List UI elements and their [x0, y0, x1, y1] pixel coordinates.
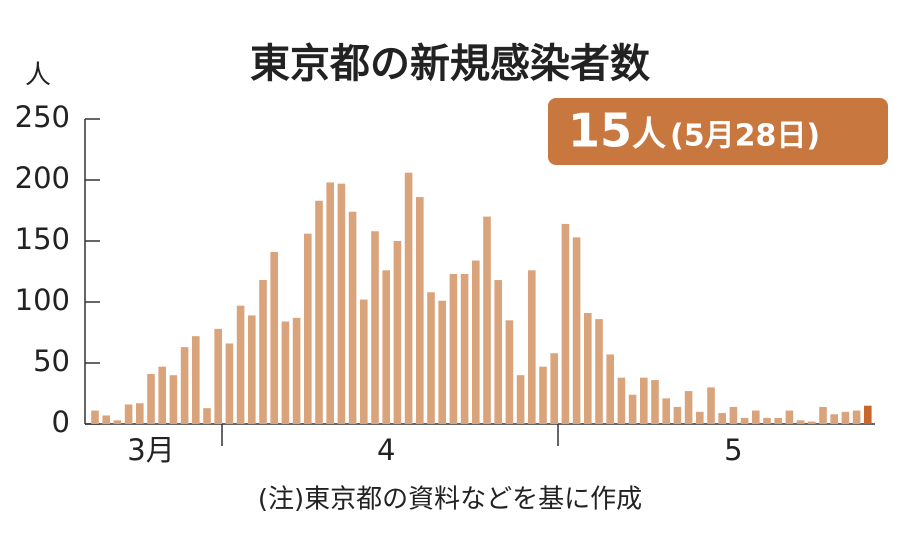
- bar: [505, 320, 514, 424]
- bar: [315, 200, 323, 424]
- bar: [416, 197, 424, 424]
- bar: [404, 172, 413, 424]
- bar: [628, 394, 637, 424]
- bar: [763, 417, 771, 424]
- bar: [796, 420, 805, 424]
- bar: [808, 421, 816, 424]
- bar: [192, 336, 200, 424]
- bar: [371, 231, 379, 424]
- bar: [449, 273, 458, 424]
- badge-box: [548, 98, 888, 165]
- badge-value: 15: [568, 104, 632, 158]
- bar: [136, 403, 144, 424]
- bar: [595, 319, 603, 424]
- bar: [673, 406, 682, 424]
- bar: [707, 387, 715, 424]
- y-tick-label: 150: [15, 222, 70, 256]
- bar: [91, 410, 99, 424]
- bar: [572, 237, 581, 424]
- bar: [270, 251, 278, 424]
- bar: [830, 414, 838, 424]
- bar: [729, 406, 738, 424]
- bar: [852, 410, 861, 424]
- y-tick-label: 0: [52, 405, 70, 439]
- badge-date: (5月28日): [670, 119, 820, 154]
- bar: [494, 280, 502, 424]
- bar: [740, 417, 749, 424]
- bar: [819, 406, 827, 424]
- bar: [158, 366, 166, 424]
- bar: [752, 410, 760, 424]
- bar: [841, 411, 850, 424]
- bar: [124, 404, 133, 424]
- bar: [516, 375, 525, 424]
- bar: [550, 353, 558, 424]
- bar: [774, 417, 782, 424]
- chart-title: 東京都の新規感染者数: [250, 41, 650, 87]
- bar: [438, 300, 446, 424]
- bar: [864, 405, 872, 424]
- bar: [382, 270, 390, 424]
- bar: [684, 391, 693, 424]
- bar: [147, 373, 155, 424]
- bar: [248, 315, 256, 424]
- bar: [651, 380, 659, 424]
- bar: [348, 211, 357, 424]
- y-unit: 人: [25, 61, 51, 91]
- bar: [427, 292, 435, 424]
- bar: [281, 321, 290, 424]
- bar: [528, 270, 536, 424]
- bar: [169, 375, 178, 424]
- y-tick-label: 100: [15, 283, 70, 317]
- bar: [617, 377, 626, 424]
- bar: [225, 343, 234, 424]
- bar: [360, 299, 368, 424]
- badge-unit: 人: [632, 115, 666, 155]
- bar: [640, 377, 648, 424]
- x-tick-label: 4: [377, 433, 395, 467]
- bar: [460, 273, 469, 424]
- bar: [561, 223, 570, 424]
- bar: [326, 182, 334, 424]
- y-tick-label: 250: [15, 100, 70, 134]
- bar: [393, 241, 402, 424]
- bar: [304, 233, 312, 424]
- bar: [539, 366, 547, 424]
- y-tick-label: 50: [33, 344, 70, 378]
- bar: [785, 410, 794, 424]
- bar: [584, 312, 592, 424]
- bar: [259, 280, 267, 424]
- bar: [483, 216, 491, 424]
- bar: [214, 328, 222, 424]
- bar: [696, 411, 704, 424]
- y-tick-label: 200: [15, 161, 70, 195]
- bar: [203, 408, 211, 424]
- bar: [337, 183, 346, 424]
- note: (注)東京都の資料などを基に作成: [258, 485, 642, 515]
- bar: [718, 413, 726, 424]
- bar: [606, 354, 614, 424]
- bar: [102, 415, 110, 424]
- bar: [236, 305, 245, 424]
- bar: [113, 420, 122, 424]
- bar: [292, 317, 301, 424]
- bar: [472, 260, 480, 424]
- x-tick-label: 3月: [127, 433, 174, 467]
- bar: [662, 398, 670, 424]
- x-tick-label: 5: [724, 433, 742, 467]
- bar: [180, 347, 189, 424]
